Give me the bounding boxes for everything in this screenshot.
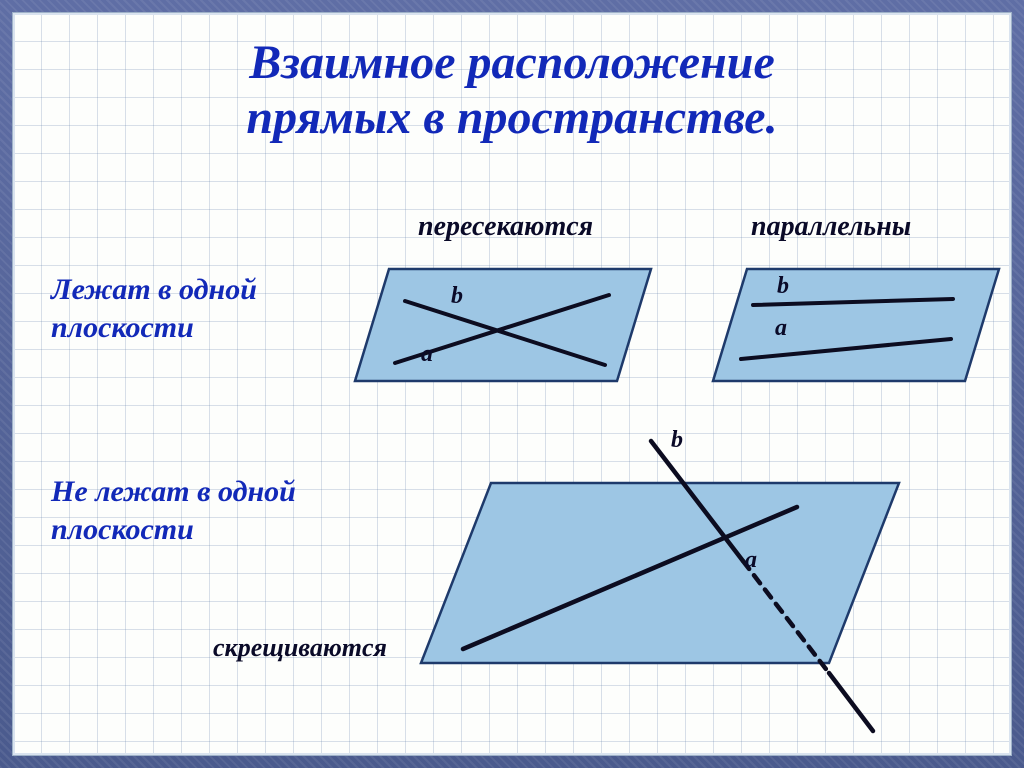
side-not-in-plane: Не лежат в одной плоскости — [51, 473, 296, 548]
side-not-in-plane-1: Не лежат в одной — [51, 473, 296, 511]
diagram-parallel — [713, 269, 999, 381]
label-parallel-a: a — [775, 315, 787, 342]
diagram-skew — [421, 413, 959, 733]
side-skew-label: скрещиваются — [213, 633, 387, 663]
label-intersect-b: b — [451, 283, 463, 310]
header-parallel: параллельны — [751, 211, 911, 243]
diagram-intersect — [355, 269, 651, 381]
label-skew-b: b — [671, 427, 683, 454]
title-line-1: Взаимное расположение — [13, 35, 1011, 90]
side-in-plane-2: плоскости — [51, 309, 257, 347]
title-wrap: Взаимное расположение прямых в пространс… — [13, 35, 1011, 145]
slide-canvas: Взаимное расположение прямых в пространс… — [12, 12, 1012, 756]
side-in-plane-1: Лежат в одной — [51, 271, 257, 309]
label-skew-a: a — [745, 547, 757, 574]
title-line-2: прямых в пространстве. — [13, 90, 1011, 145]
side-not-in-plane-2: плоскости — [51, 511, 296, 549]
header-intersect: пересекаются — [418, 211, 593, 243]
label-intersect-a: a — [421, 341, 433, 368]
side-in-plane: Лежат в одной плоскости — [51, 271, 257, 346]
label-parallel-b: b — [777, 273, 789, 300]
